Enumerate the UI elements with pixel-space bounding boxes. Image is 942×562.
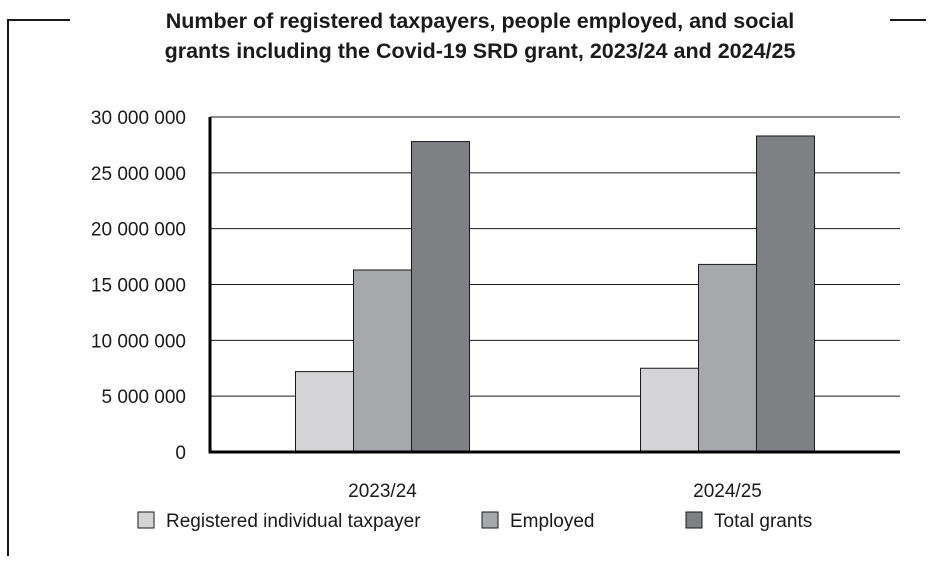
chart-title-line-2: grants including the Covid-19 SRD grant,… — [164, 39, 796, 63]
frame-border — [7, 19, 72, 556]
legend-label: Registered individual taxpayer — [166, 511, 421, 532]
y-tick-label: 20 000 000 — [91, 220, 186, 241]
legend-swatch — [137, 511, 155, 529]
legend: Registered individual taxpayer Employed To… — [137, 511, 812, 532]
y-tick-label: 0 — [175, 443, 186, 464]
legend-swatch — [685, 511, 703, 529]
chart-title: Number of registered taxpayers, people e… — [70, 6, 890, 66]
x-axis-labels: 2023/24 2024/25 — [348, 481, 762, 502]
bar — [353, 269, 412, 453]
bar — [640, 367, 699, 453]
x-tick-label: 2023/24 — [348, 481, 417, 502]
y-tick-label: 30 000 000 — [91, 108, 186, 129]
bar — [295, 371, 354, 453]
bar — [698, 263, 757, 453]
y-tick-label: 5 000 000 — [101, 387, 186, 408]
y-axis-ticks: 0 5 000 000 10 000 000 15 000 000 20 000 000… — [91, 108, 186, 464]
legend-label: Total grants — [714, 511, 812, 532]
x-tick-label: 2024/25 — [693, 481, 762, 502]
axes — [208, 117, 900, 454]
bar — [411, 141, 470, 453]
bar — [756, 135, 815, 453]
chart-title-line-1: Number of registered taxpayers, people e… — [165, 9, 795, 33]
legend-swatch — [481, 511, 499, 529]
bars — [295, 135, 815, 453]
y-tick-label: 15 000 000 — [91, 276, 186, 297]
y-tick-label: 10 000 000 — [91, 331, 186, 352]
legend-label: Employed — [510, 511, 595, 532]
y-tick-label: 25 000 000 — [91, 164, 186, 185]
